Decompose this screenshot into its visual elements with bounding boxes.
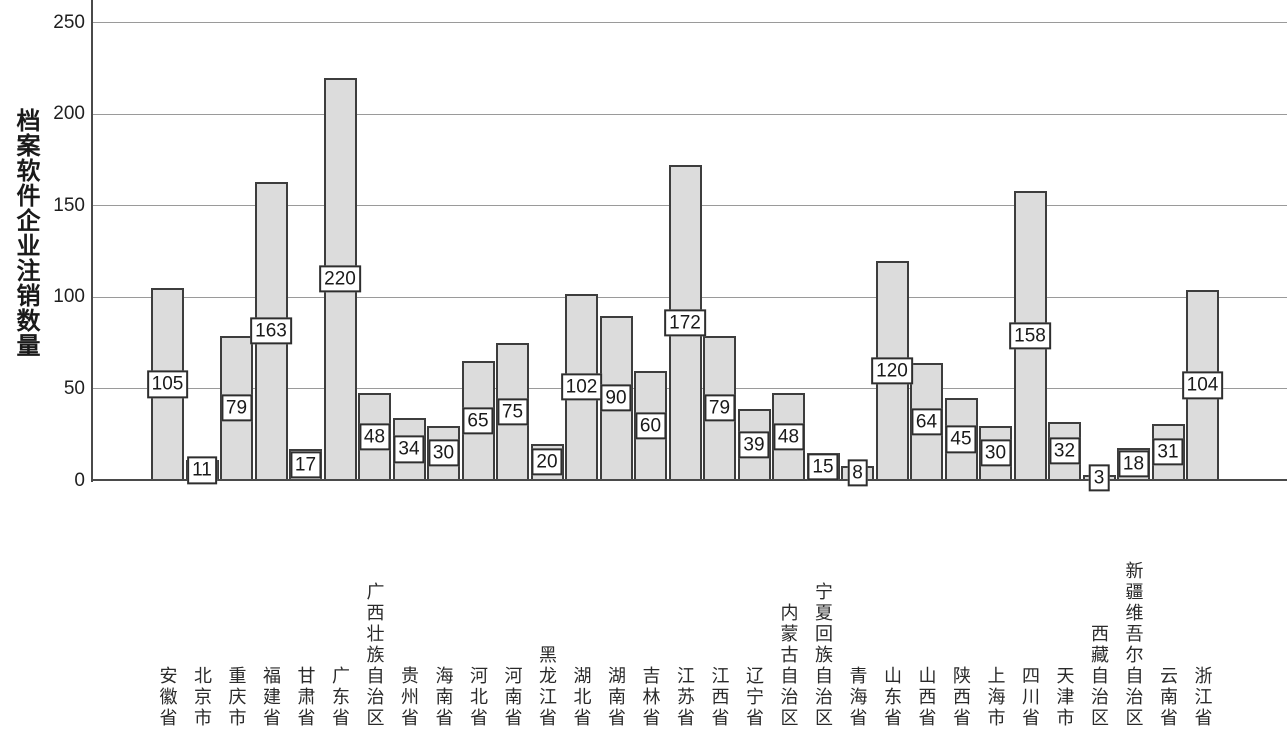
bar-value-label: 20 — [531, 448, 563, 476]
x-axis-line — [91, 479, 1287, 481]
x-category-label: 安徽省 — [157, 666, 178, 729]
bar-value-label: 8 — [847, 459, 868, 487]
bar-value-label: 158 — [1009, 322, 1051, 350]
x-category-label: 湖北省 — [571, 666, 592, 729]
bar-value-label: 75 — [496, 398, 529, 426]
x-category-label: 重庆市 — [226, 666, 247, 729]
x-category-label: 新疆维吾尔自治区 — [1123, 561, 1144, 729]
bar-value-label: 32 — [1048, 437, 1081, 465]
x-category-label: 宁夏回族自治区 — [813, 582, 833, 729]
bar-value-label: 79 — [220, 394, 253, 422]
x-category-label: 贵州省 — [399, 666, 419, 729]
y-tick-label-50: 50 — [63, 377, 85, 399]
x-category-label: 辽宁省 — [744, 666, 764, 729]
bar-value-label: 163 — [250, 317, 292, 345]
x-category-label: 黑龙江省 — [537, 645, 557, 729]
x-category-label: 江西省 — [709, 666, 730, 729]
bar-value-label: 31 — [1152, 438, 1184, 466]
x-category-label: 山西省 — [916, 666, 937, 729]
x-category-label: 四川省 — [1020, 666, 1040, 729]
y-tick-label-100: 100 — [53, 286, 85, 308]
bar-value-label: 11 — [187, 456, 217, 485]
bar-value-label: 45 — [945, 425, 977, 453]
y-tick-label-250: 250 — [53, 11, 85, 33]
bar-value-label: 34 — [393, 435, 425, 463]
gridline-200 — [93, 113, 1287, 115]
bar-value-label: 64 — [910, 408, 943, 436]
bar-value-label: 65 — [462, 407, 494, 435]
bar-value-label: 220 — [319, 265, 361, 293]
bar-value-label: 105 — [146, 370, 189, 398]
bar-value-label: 172 — [664, 309, 706, 337]
x-category-label: 云南省 — [1158, 666, 1178, 729]
x-category-label: 天津市 — [1054, 666, 1075, 729]
bar-value-label: 30 — [979, 439, 1012, 467]
x-category-label: 陕西省 — [951, 666, 971, 729]
x-category-label: 青海省 — [847, 666, 868, 729]
bar-value-label: 15 — [807, 453, 839, 481]
y-axis-line — [91, 0, 93, 482]
bar-value-label: 18 — [1117, 450, 1150, 478]
y-axis-title: 档案软件企业注销数量 — [12, 108, 39, 358]
x-category-label: 山东省 — [882, 666, 902, 729]
bar-value-label: 3 — [1088, 464, 1110, 492]
x-category-label: 西藏自治区 — [1089, 624, 1109, 729]
bar-value-label: 79 — [703, 394, 736, 422]
y-tick-label-0: 0 — [74, 469, 85, 491]
bar-value-label: 17 — [289, 451, 322, 479]
x-category-label: 广西壮族自治区 — [364, 582, 385, 729]
bar-value-label: 90 — [600, 384, 632, 412]
x-category-label: 上海市 — [985, 666, 1006, 729]
bar-value-label: 39 — [738, 431, 770, 459]
x-category-label: 吉林省 — [640, 666, 661, 729]
x-category-label: 福建省 — [261, 666, 281, 729]
gridline-250 — [93, 22, 1287, 24]
x-category-label: 浙江省 — [1192, 666, 1213, 729]
x-category-label: 湖南省 — [606, 666, 626, 729]
x-category-label: 海南省 — [433, 666, 454, 729]
bar-value-label: 120 — [871, 356, 913, 385]
bar-value-label: 48 — [358, 422, 391, 451]
bar-value-label: 30 — [427, 439, 460, 467]
y-tick-label-200: 200 — [53, 103, 85, 125]
x-category-label: 广东省 — [330, 666, 350, 729]
bar-value-label: 48 — [772, 422, 805, 451]
x-category-label: 河南省 — [502, 666, 523, 729]
x-category-label: 河北省 — [468, 666, 488, 729]
bar-value-label: 104 — [1181, 371, 1224, 399]
x-category-label: 江苏省 — [675, 666, 695, 729]
y-tick-label-150: 150 — [53, 194, 85, 216]
x-category-label: 内蒙古自治区 — [778, 603, 799, 729]
bar-value-label: 102 — [560, 373, 603, 401]
x-category-label: 北京市 — [192, 666, 212, 729]
x-category-label: 甘肃省 — [295, 666, 316, 729]
bar-value-label: 60 — [634, 411, 667, 440]
